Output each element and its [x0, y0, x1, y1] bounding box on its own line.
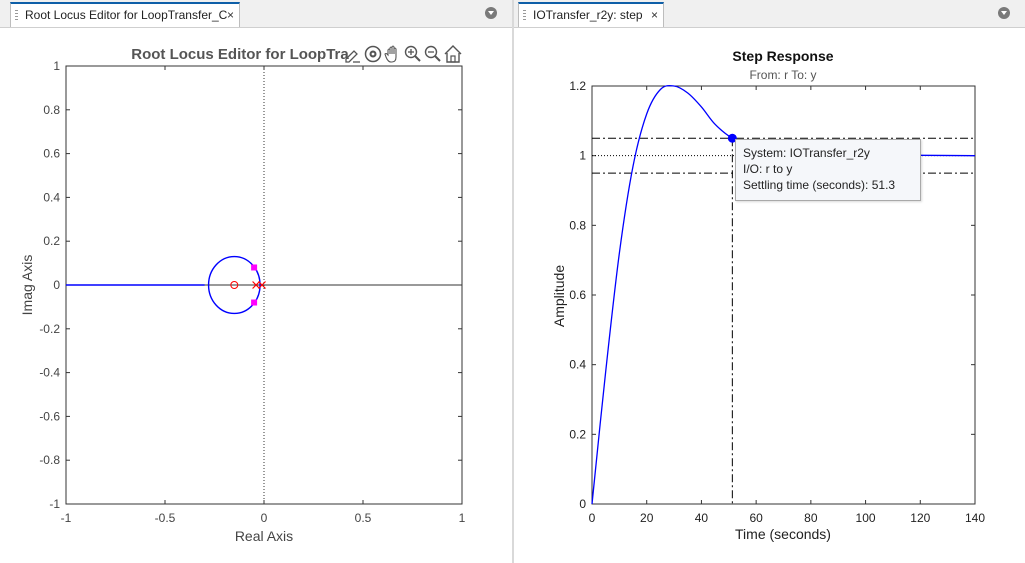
x-tick-label: 80	[804, 511, 818, 525]
tab-label: IOTransfer_r2y: step	[533, 8, 643, 22]
step-response-panel: IOTransfer_r2y: step × 0 20 40 60 80 100 120 14…	[514, 0, 1025, 563]
imag-axis-label: Imag Axis	[19, 255, 35, 316]
x-tick-label: 0	[589, 511, 596, 525]
x-tick-label: 140	[965, 511, 985, 525]
close-icon[interactable]: ×	[650, 8, 658, 22]
root-locus-content: -1 -0.5 0 0.5 1 1 0.8 0.6 0.4 0.2 0 -0.2 -0.4 -0.6 -0…	[0, 28, 512, 563]
settling-time-marker[interactable]	[727, 133, 737, 143]
settling-time-datatip[interactable]: System: IOTransfer_r2y I/O: r to y Settl…	[735, 139, 921, 201]
tab-grip-icon[interactable]	[15, 10, 18, 22]
y-tick-label: 0.6	[43, 147, 60, 161]
home-icon[interactable]	[444, 45, 462, 63]
datatip-settling-time: Settling time (seconds): 51.3	[743, 178, 896, 192]
left-tab-bar: Root Locus Editor for LoopTransfer_C ×	[0, 0, 512, 28]
time-axis-label: Time (seconds)	[735, 526, 831, 542]
closed-loop-pole[interactable]	[251, 264, 258, 271]
y-tick-label: -0.6	[39, 409, 60, 423]
y-tick-label: -0.4	[39, 366, 60, 380]
panel-divider[interactable]	[512, 0, 514, 563]
x-tick-label: 0.5	[355, 511, 372, 525]
step-response-plot[interactable]: 0 20 40 60 80 100 120 140 1.2 1 0.8 0.6 0.4 0.2 0 Ste…	[514, 28, 1025, 563]
y-tick-label: 0.4	[43, 190, 60, 204]
step-response-content: 0 20 40 60 80 100 120 140 1.2 1 0.8 0.6 0.4 0.2 0 Ste…	[514, 28, 1025, 563]
y-tick-label: 0	[53, 278, 60, 292]
y-tick-label: 0.4	[569, 358, 586, 372]
step-response-subtitle: From: r To: y	[749, 68, 816, 82]
x-tick-label: 60	[749, 511, 763, 525]
zoom-out-icon[interactable]	[424, 45, 441, 62]
x-tick-label: 120	[910, 511, 930, 525]
open-loop-zero[interactable]	[230, 281, 239, 289]
tab-label: Root Locus Editor for LoopTransfer_C	[25, 8, 228, 22]
y-tick-label: 1	[579, 149, 586, 163]
y-tick-label: 1.2	[569, 79, 586, 93]
zoom-in-icon[interactable]	[404, 45, 421, 62]
datatip-io: I/O: r to y	[743, 162, 793, 176]
amplitude-axis-label: Amplitude	[551, 265, 567, 327]
y-tick-label: 0.6	[569, 288, 586, 302]
step-response-title: Step Response	[732, 48, 833, 64]
y-tick-label: 0	[579, 497, 586, 511]
panel-menu-icon[interactable]	[998, 7, 1010, 19]
closed-loop-pole[interactable]	[251, 299, 258, 306]
y-tick-label: 0.2	[43, 234, 60, 248]
y-tick-label: -0.2	[39, 322, 60, 336]
x-tick-label: -0.5	[155, 511, 176, 525]
datatip-system: System: IOTransfer_r2y	[743, 146, 870, 160]
x-tick-label: 40	[695, 511, 709, 525]
data-tips-icon[interactable]	[364, 45, 382, 63]
locus-branch-circle[interactable]	[207, 255, 261, 315]
close-icon[interactable]: ×	[226, 8, 234, 22]
y-tick-label: 0.8	[569, 218, 586, 232]
tab-root-locus-editor[interactable]: Root Locus Editor for LoopTransfer_C ×	[10, 2, 240, 27]
tab-step-response[interactable]: IOTransfer_r2y: step ×	[518, 2, 664, 27]
right-tab-bar: IOTransfer_r2y: step ×	[514, 0, 1025, 28]
open-loop-pole[interactable]	[258, 281, 266, 289]
tab-grip-icon[interactable]	[523, 10, 526, 22]
root-locus-plot[interactable]: -1 -0.5 0 0.5 1 1 0.8 0.6 0.4 0.2 0 -0.2 -0.4 -0.6 -0…	[0, 28, 512, 563]
y-tick-label: 1	[53, 59, 60, 73]
pencil-icon[interactable]	[345, 50, 360, 63]
x-tick-label: 0	[261, 511, 268, 525]
root-locus-title: Root Locus Editor for LoopTra	[131, 46, 349, 63]
y-tick-label: 0.8	[43, 103, 60, 117]
y-tick-label: 0.2	[569, 427, 586, 441]
panel-menu-icon[interactable]	[485, 7, 497, 19]
open-loop-pole[interactable]	[252, 281, 261, 289]
x-tick-label: 100	[856, 511, 876, 525]
x-tick-label: 1	[459, 511, 466, 525]
x-tick-label: 20	[640, 511, 654, 525]
pan-hand-icon[interactable]	[384, 45, 397, 63]
real-axis-label: Real Axis	[235, 528, 293, 544]
y-tick-label: -1	[49, 497, 60, 511]
x-tick-label: -1	[61, 511, 72, 525]
root-locus-panel: Root Locus Editor for LoopTransfer_C × -…	[0, 0, 512, 563]
y-tick-label: -0.8	[39, 453, 60, 467]
